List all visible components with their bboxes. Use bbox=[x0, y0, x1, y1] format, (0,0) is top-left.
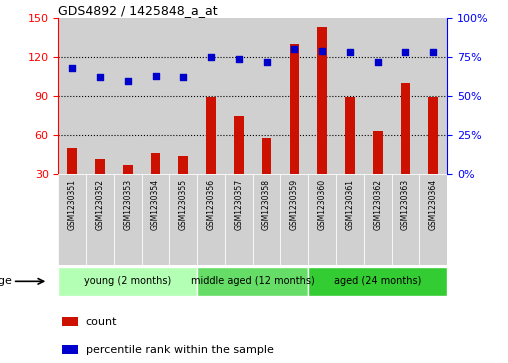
Point bbox=[346, 50, 354, 56]
Text: age: age bbox=[0, 276, 13, 286]
Bar bbox=[253, 174, 280, 265]
Text: GSM1230358: GSM1230358 bbox=[262, 179, 271, 230]
Bar bbox=[114, 174, 142, 265]
Bar bbox=[308, 18, 336, 174]
Bar bbox=[392, 174, 419, 265]
Bar bbox=[95, 159, 105, 174]
Bar bbox=[151, 154, 161, 174]
Point bbox=[290, 46, 298, 52]
Bar bbox=[290, 44, 299, 174]
Point bbox=[318, 48, 326, 54]
Text: young (2 months): young (2 months) bbox=[84, 276, 171, 286]
Text: GSM1230351: GSM1230351 bbox=[68, 179, 77, 230]
Bar bbox=[170, 18, 197, 174]
Point bbox=[179, 74, 187, 80]
Bar bbox=[364, 174, 392, 265]
Bar bbox=[400, 83, 410, 174]
Bar bbox=[86, 174, 114, 265]
Bar bbox=[62, 345, 78, 354]
Bar bbox=[197, 18, 225, 174]
Text: GDS4892 / 1425848_a_at: GDS4892 / 1425848_a_at bbox=[58, 4, 218, 17]
Point bbox=[429, 50, 437, 56]
Text: GSM1230364: GSM1230364 bbox=[429, 179, 438, 230]
Bar bbox=[419, 18, 447, 174]
Bar bbox=[234, 116, 244, 174]
Bar bbox=[206, 98, 216, 174]
Point bbox=[235, 56, 243, 62]
Point bbox=[263, 59, 271, 65]
Text: GSM1230353: GSM1230353 bbox=[123, 179, 132, 230]
Bar bbox=[345, 98, 355, 174]
Bar bbox=[364, 18, 392, 174]
Bar bbox=[336, 18, 364, 174]
Bar bbox=[62, 317, 78, 326]
Bar bbox=[170, 174, 197, 265]
Point bbox=[207, 54, 215, 60]
Bar bbox=[142, 18, 170, 174]
Bar bbox=[123, 165, 133, 174]
Text: count: count bbox=[86, 317, 117, 327]
Point bbox=[68, 65, 76, 71]
Text: GSM1230352: GSM1230352 bbox=[96, 179, 105, 230]
Bar bbox=[419, 174, 447, 265]
Point bbox=[124, 78, 132, 83]
Bar bbox=[58, 18, 86, 174]
Bar bbox=[392, 18, 419, 174]
Text: GSM1230361: GSM1230361 bbox=[345, 179, 355, 230]
Text: aged (24 months): aged (24 months) bbox=[334, 276, 421, 286]
Bar bbox=[68, 148, 77, 174]
Bar bbox=[280, 18, 308, 174]
Bar bbox=[142, 174, 170, 265]
Bar bbox=[86, 18, 114, 174]
Point bbox=[401, 50, 409, 56]
Bar bbox=[373, 131, 383, 174]
Text: GSM1230357: GSM1230357 bbox=[234, 179, 243, 230]
Bar bbox=[197, 174, 225, 265]
Text: GSM1230360: GSM1230360 bbox=[318, 179, 327, 230]
Text: percentile rank within the sample: percentile rank within the sample bbox=[86, 345, 273, 355]
Point bbox=[96, 74, 104, 80]
Bar bbox=[253, 18, 280, 174]
Bar bbox=[225, 174, 253, 265]
Bar bbox=[114, 18, 142, 174]
Bar bbox=[428, 98, 438, 174]
Bar bbox=[197, 266, 308, 296]
Bar bbox=[308, 174, 336, 265]
Bar bbox=[336, 174, 364, 265]
Bar bbox=[318, 27, 327, 174]
Bar bbox=[178, 156, 188, 174]
Text: GSM1230356: GSM1230356 bbox=[207, 179, 215, 230]
Bar bbox=[280, 174, 308, 265]
Text: middle aged (12 months): middle aged (12 months) bbox=[191, 276, 314, 286]
Bar bbox=[308, 266, 447, 296]
Bar bbox=[262, 138, 271, 174]
Bar bbox=[225, 18, 253, 174]
Text: GSM1230363: GSM1230363 bbox=[401, 179, 410, 230]
Text: GSM1230359: GSM1230359 bbox=[290, 179, 299, 230]
Text: GSM1230354: GSM1230354 bbox=[151, 179, 160, 230]
Bar bbox=[58, 266, 197, 296]
Point bbox=[373, 59, 382, 65]
Point bbox=[151, 73, 160, 79]
Text: GSM1230355: GSM1230355 bbox=[179, 179, 188, 230]
Bar bbox=[58, 174, 86, 265]
Text: GSM1230362: GSM1230362 bbox=[373, 179, 382, 230]
